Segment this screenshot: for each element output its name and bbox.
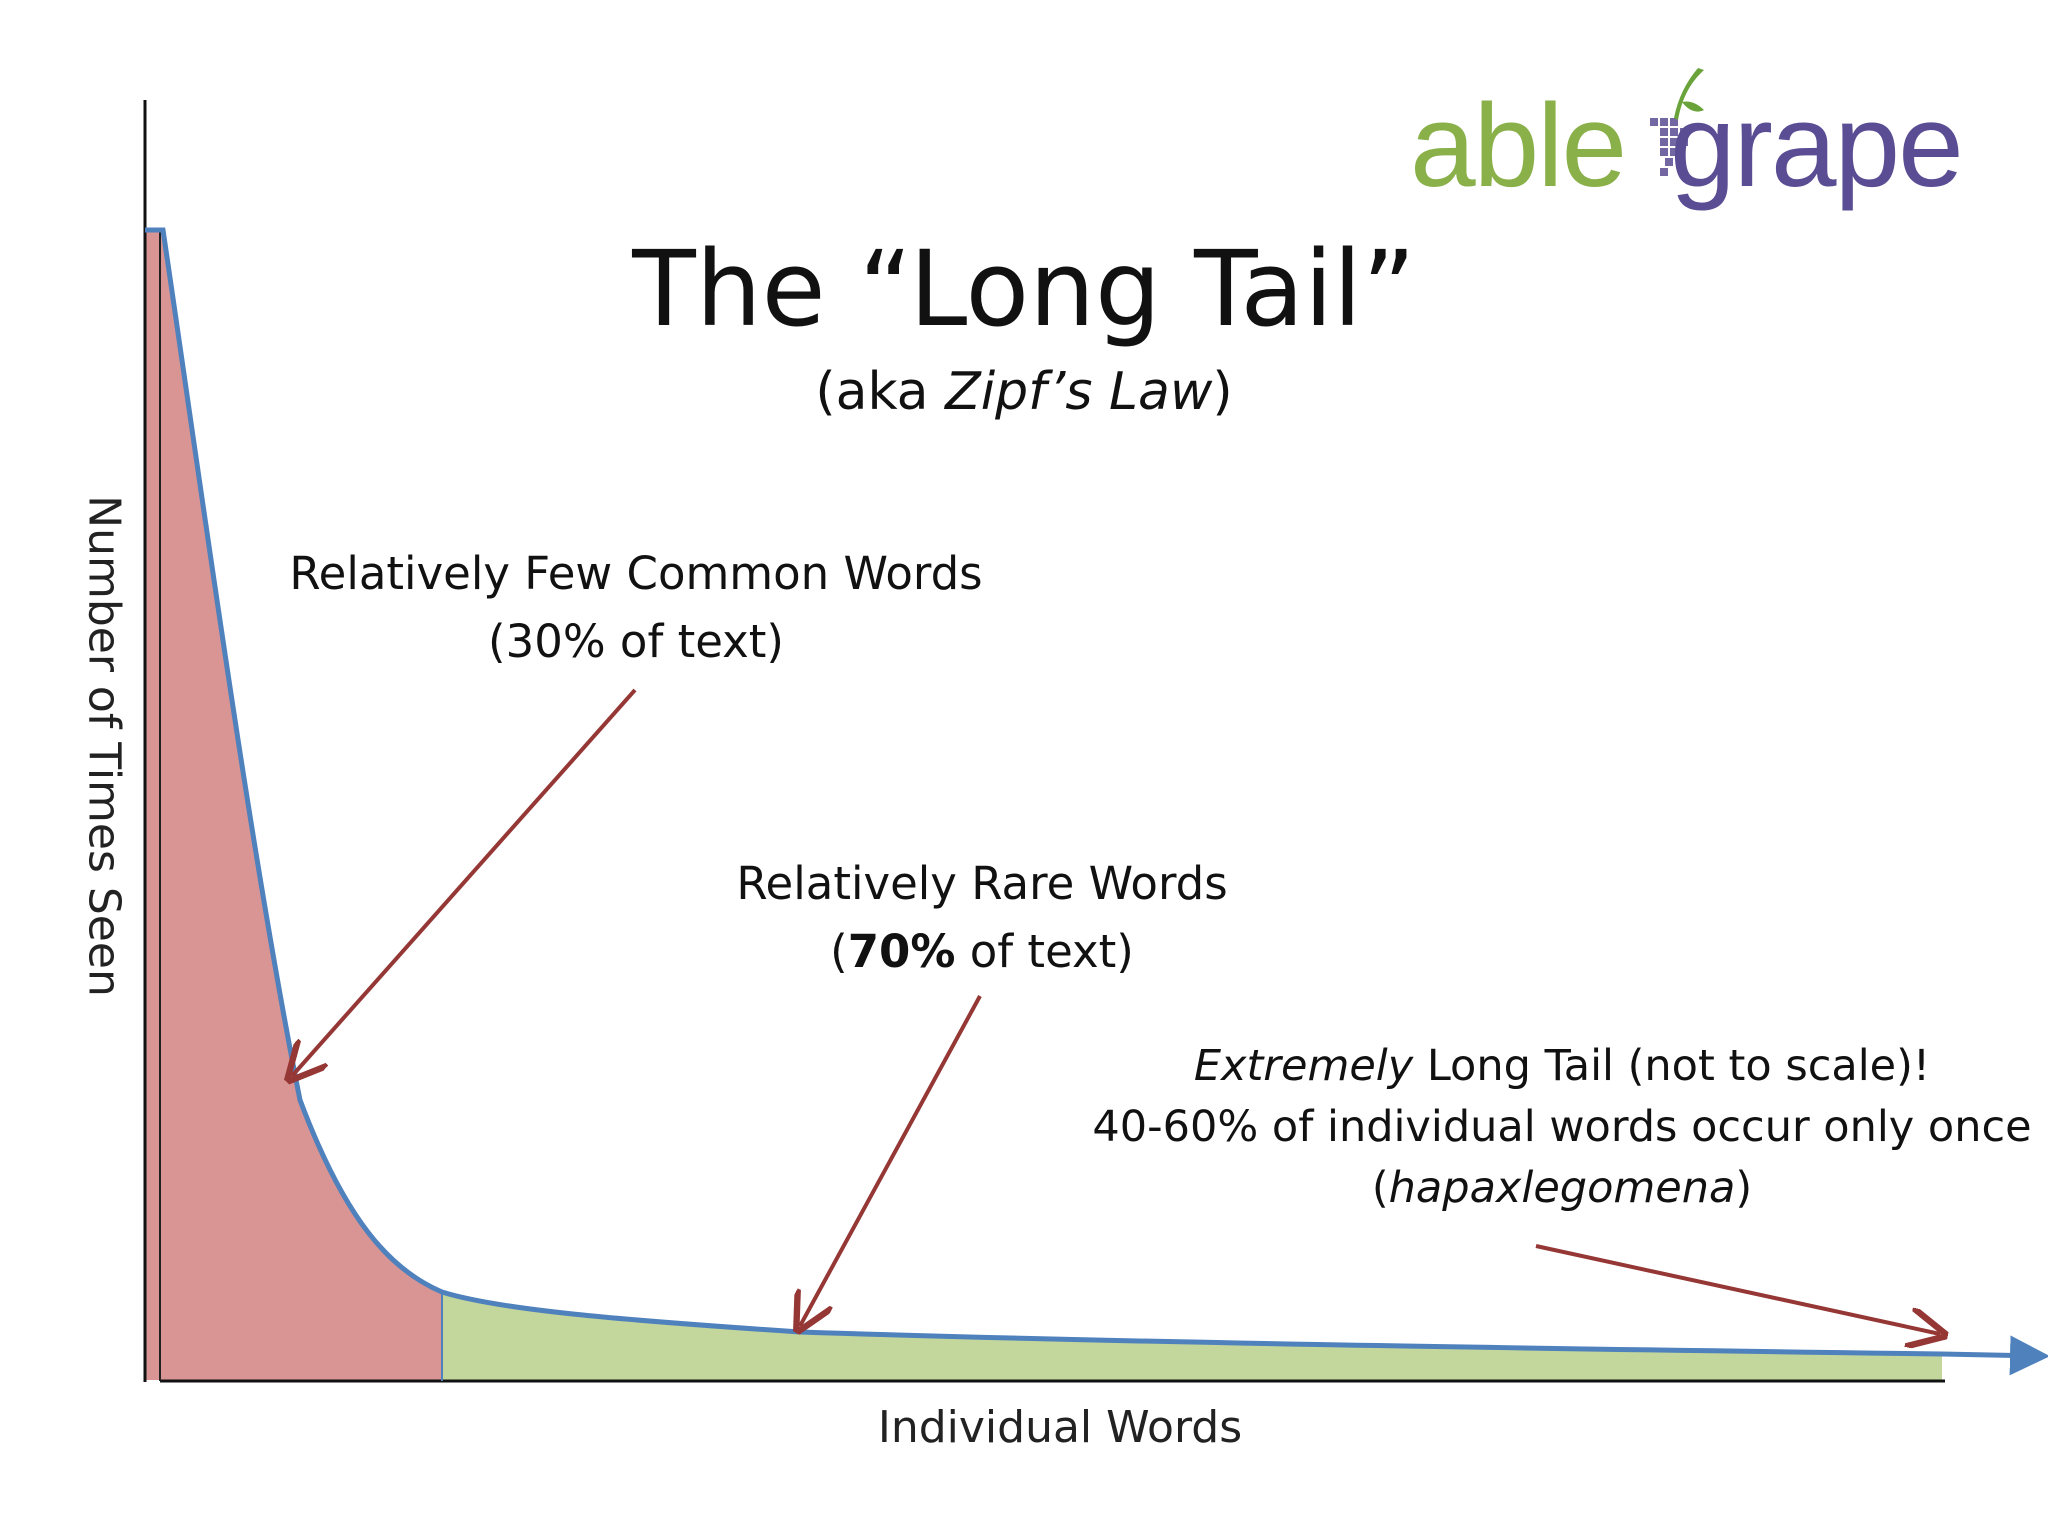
common-words-line1: Relatively Few Common Words bbox=[289, 547, 983, 600]
logo-text-grape: grape bbox=[1670, 80, 1964, 212]
common-words-annotation: Relatively Few Common Words (30% of text… bbox=[289, 540, 982, 675]
subtitle-suffix: ) bbox=[1212, 362, 1233, 422]
rare-words-percent: 70% bbox=[847, 924, 956, 978]
long-tail-annotation: Extremely Long Tail (not to scale)! 40-6… bbox=[1092, 1036, 2031, 1219]
chart-subtitle: (aka Zipf’s Law) bbox=[0, 362, 2048, 422]
long-tail-line3: (hapaxlegomena) bbox=[1371, 1163, 1753, 1214]
long-tail-italic: Extremely bbox=[1193, 1041, 1414, 1091]
rare-words-line2-rest: of text) bbox=[955, 924, 1134, 978]
long-tail-line1: Extremely Long Tail (not to scale)! bbox=[1092, 1036, 2031, 1097]
subtitle-prefix: (aka bbox=[815, 362, 946, 422]
logo-text-able: able bbox=[1410, 80, 1627, 212]
arrow-rare-words bbox=[800, 995, 982, 1326]
arrow-common-words bbox=[292, 688, 637, 1076]
long-tail-line3-italic: hapaxlegomena bbox=[1388, 1163, 1736, 1214]
rare-words-line2: (70% of text) bbox=[830, 924, 1134, 978]
x-axis-label: Individual Words bbox=[877, 1402, 1243, 1453]
rare-words-area bbox=[442, 1292, 1942, 1380]
zipf-curve bbox=[145, 227, 2048, 1376]
subtitle-italic: Zipf’s Law bbox=[945, 362, 1213, 422]
grape-leaf-icon bbox=[1650, 68, 1704, 176]
common-words-area bbox=[145, 230, 442, 1380]
rare-words-annotation: Relatively Rare Words (70% of text) bbox=[736, 850, 1227, 985]
rare-words-line1: Relatively Rare Words bbox=[736, 857, 1228, 910]
arrow-long-tail bbox=[1535, 1244, 1940, 1334]
long-tail-line1-rest: Long Tail (not to scale)! bbox=[1413, 1041, 1931, 1091]
long-tail-line2: 40-60% of individual words occur only on… bbox=[1092, 1102, 2032, 1153]
able-grape-logo: able grape bbox=[1410, 58, 2010, 228]
common-words-line2: (30% of text) bbox=[488, 614, 784, 668]
chart-title: The “Long Tail” bbox=[632, 228, 1416, 350]
y-axis-label: Number of Times Seen bbox=[78, 495, 130, 997]
